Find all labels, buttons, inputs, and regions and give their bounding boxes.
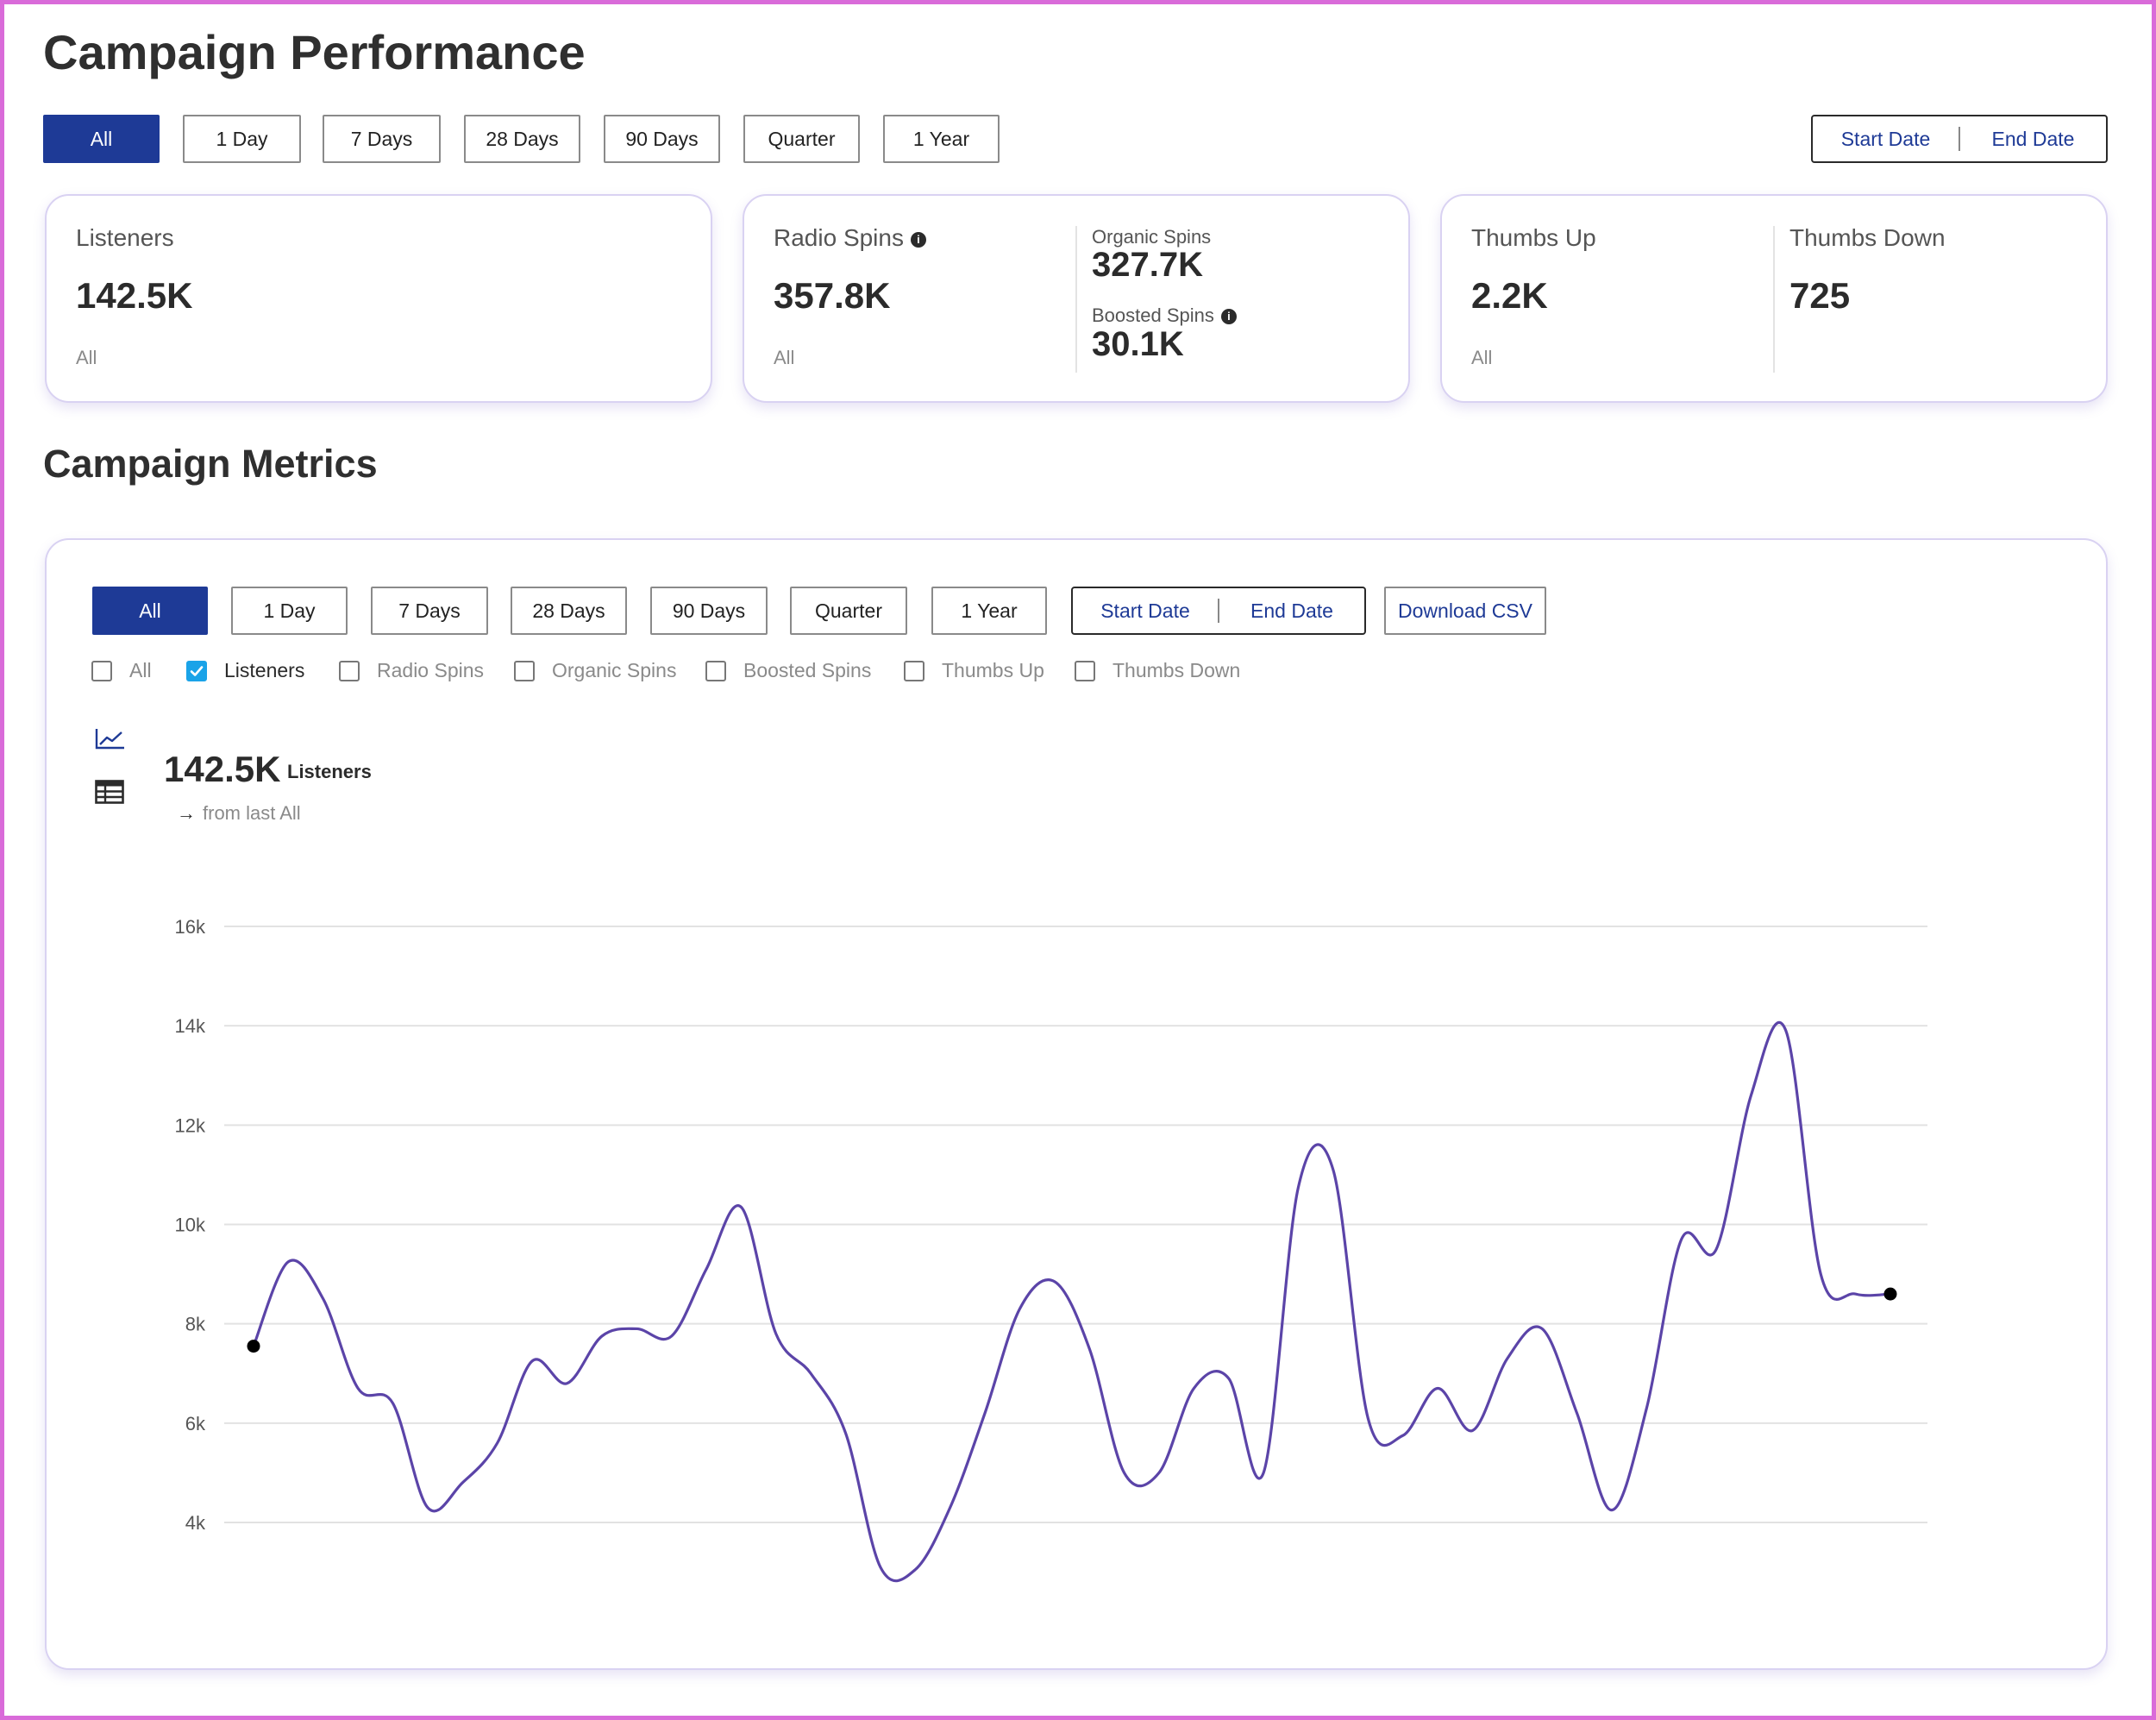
metrics-range-7-days-button[interactable]: 7 Days (371, 587, 488, 635)
listeners-label: Listeners (76, 224, 174, 251)
radio-spins-period: All (774, 347, 795, 368)
range-all-button[interactable]: All (43, 115, 160, 163)
metrics-date-range-picker[interactable]: Start Date End Date (1071, 587, 1366, 635)
end-date-input[interactable]: End Date (1991, 127, 2075, 150)
checkbox[interactable] (339, 660, 360, 681)
section-title: Campaign Metrics (43, 442, 378, 486)
metrics-panel (45, 538, 2108, 1670)
thumbs-card: Thumbs Up 2.2K All Thumbs Down 725 (1440, 194, 2108, 403)
table-icon[interactable] (95, 780, 124, 804)
check-icon (190, 665, 204, 676)
range-quarter-button[interactable]: Quarter (743, 115, 860, 163)
range-28-days-button[interactable]: 28 Days (464, 115, 580, 163)
listeners-period: All (76, 347, 97, 368)
metrics-range-28-days-button[interactable]: 28 Days (511, 587, 627, 635)
download-csv-button[interactable]: Download CSV (1384, 587, 1546, 635)
start-date-input[interactable]: Start Date (1840, 127, 1931, 150)
info-icon[interactable]: i (910, 231, 926, 248)
thumbs-period: All (1471, 347, 1493, 368)
filter-listeners[interactable]: Listeners (186, 659, 304, 682)
filter-label: Listeners (224, 659, 305, 681)
radio-spins-card: Radio Spins i 357.8K All Organic Spins 32… (743, 194, 1410, 403)
card-divider (1773, 226, 1775, 373)
metrics-start-date-input[interactable]: Start Date (1100, 599, 1190, 622)
info-icon[interactable]: i (1220, 309, 1237, 325)
radio-spins-label-wrap: Radio Spins i (774, 224, 926, 252)
filter-thumbs-down[interactable]: Thumbs Down (1075, 659, 1240, 682)
filter-organic-spins[interactable]: Organic Spins (514, 659, 676, 682)
page-title: Campaign Performance (43, 25, 586, 79)
checkbox[interactable] (705, 660, 726, 681)
metrics-range-all-button[interactable]: All (92, 587, 208, 635)
date-separator (1218, 599, 1219, 623)
boosted-spins-value: 30.1K (1092, 325, 1184, 363)
filter-label: Thumbs Down (1112, 659, 1241, 681)
date-range-picker[interactable]: Start Date End Date (1811, 115, 2108, 163)
range-1-year-button[interactable]: 1 Year (883, 115, 1000, 163)
filter-label: Boosted Spins (743, 659, 872, 681)
boosted-spins-label-wrap: Boosted Spins i (1092, 304, 1237, 327)
range-7-days-button[interactable]: 7 Days (323, 115, 441, 163)
range-90-days-button[interactable]: 90 Days (604, 115, 720, 163)
radio-spins-label: Radio Spins (774, 224, 904, 251)
listeners-value: 142.5K (76, 275, 193, 316)
checkbox-checked[interactable] (186, 660, 207, 681)
checkbox[interactable] (514, 660, 535, 681)
metrics-range-quarter-button[interactable]: Quarter (790, 587, 907, 635)
metrics-end-date-input[interactable]: End Date (1250, 599, 1333, 622)
line-chart-icon[interactable] (95, 727, 126, 751)
filter-label: All (129, 659, 152, 681)
boosted-spins-label: Boosted Spins (1092, 304, 1214, 326)
trend-text: from last All (203, 802, 301, 824)
radio-spins-value: 357.8K (774, 275, 891, 316)
thumbs-down-label: Thumbs Down (1789, 224, 1946, 251)
organic-spins-label: Organic Spins (1092, 226, 1212, 248)
trend-row: → from last All (177, 802, 301, 825)
checkbox[interactable] (1075, 660, 1095, 681)
metrics-range-1-year-button[interactable]: 1 Year (931, 587, 1047, 635)
filter-thumbs-up[interactable]: Thumbs Up (904, 659, 1044, 682)
thumbs-up-value: 2.2K (1471, 275, 1548, 316)
listeners-card: Listeners 142.5K All (45, 194, 712, 403)
filter-boosted-spins[interactable]: Boosted Spins (705, 659, 871, 682)
checkbox[interactable] (904, 660, 924, 681)
filter-label: Organic Spins (552, 659, 677, 681)
filter-radio-spins[interactable]: Radio Spins (339, 659, 484, 682)
filter-label: Thumbs Up (942, 659, 1044, 681)
metrics-range-1-day-button[interactable]: 1 Day (231, 587, 348, 635)
metrics-range-90-days-button[interactable]: 90 Days (650, 587, 768, 635)
card-divider (1075, 226, 1077, 373)
thumbs-up-label: Thumbs Up (1471, 224, 1596, 251)
filter-label: Radio Spins (377, 659, 485, 681)
date-separator (1959, 127, 1960, 151)
range-1-day-button[interactable]: 1 Day (183, 115, 301, 163)
metric-value: 142.5K (164, 749, 281, 789)
filter-all[interactable]: All (91, 659, 152, 682)
arrow-right-icon: → (177, 802, 196, 824)
thumbs-down-value: 725 (1789, 275, 1851, 316)
organic-spins-value: 327.7K (1092, 246, 1203, 284)
metric-name: Listeners (287, 761, 372, 782)
checkbox[interactable] (91, 660, 112, 681)
